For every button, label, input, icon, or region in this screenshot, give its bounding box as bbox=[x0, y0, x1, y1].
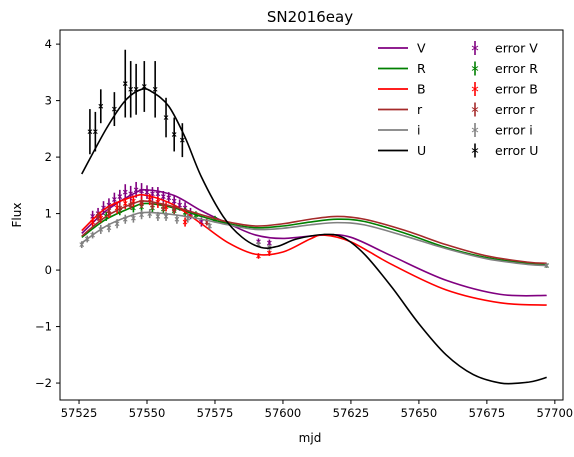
y-axis-label: Flux bbox=[10, 203, 24, 228]
x-tick-label: 57625 bbox=[333, 406, 370, 420]
data-point-U bbox=[87, 129, 93, 135]
data-point-V bbox=[150, 191, 155, 197]
legend-error-label-U: error U bbox=[495, 143, 538, 158]
x-tick-label: 57650 bbox=[401, 406, 438, 420]
data-point-r bbox=[106, 208, 112, 214]
x-tick-label: 57575 bbox=[197, 406, 234, 420]
data-point-U bbox=[98, 103, 104, 109]
y-tick-label: −1 bbox=[35, 320, 52, 334]
chart-title: SN2016eay bbox=[267, 8, 353, 26]
legend-label-R: R bbox=[417, 61, 426, 76]
data-point-i bbox=[131, 215, 136, 221]
fit-line-V bbox=[81, 189, 547, 297]
legend-error-marker-U bbox=[471, 148, 479, 153]
legend-error-label-r: error r bbox=[495, 102, 535, 117]
x-tick-label: 57600 bbox=[265, 406, 302, 420]
legend-label-U: U bbox=[417, 143, 426, 158]
fit-line-U bbox=[81, 87, 547, 385]
data-point-V bbox=[155, 191, 161, 197]
data-point-U bbox=[163, 115, 169, 120]
y-tick-label: 1 bbox=[45, 207, 52, 221]
data-point-i bbox=[79, 242, 85, 248]
data-point-V bbox=[160, 194, 166, 199]
y-tick-label: 3 bbox=[45, 94, 52, 108]
data-point-U bbox=[152, 86, 158, 92]
data-point-r bbox=[95, 214, 101, 219]
data-point-U bbox=[92, 129, 98, 135]
data-point-i bbox=[174, 216, 180, 222]
legend-label-B: B bbox=[417, 82, 426, 97]
fit-line-i bbox=[81, 211, 547, 267]
data-point-U bbox=[171, 132, 177, 137]
legend-error-marker-i bbox=[471, 127, 479, 133]
data-point-V bbox=[117, 194, 123, 199]
data-point-i bbox=[207, 223, 212, 229]
data-point-i bbox=[155, 214, 161, 219]
data-point-i bbox=[114, 221, 120, 227]
fit-line-r bbox=[81, 200, 547, 265]
data-point-V bbox=[177, 202, 182, 208]
data-point-U bbox=[128, 86, 134, 92]
x-tick-label: 57550 bbox=[129, 406, 166, 420]
series-layer bbox=[79, 49, 550, 385]
legend-error-marker-r bbox=[471, 107, 479, 112]
data-point-i bbox=[163, 214, 169, 219]
y-tick-label: 4 bbox=[45, 37, 52, 51]
data-point-U bbox=[179, 137, 185, 143]
legend-error-label-B: error B bbox=[495, 82, 538, 97]
data-point-B bbox=[122, 201, 128, 206]
legend-label-i: i bbox=[417, 123, 420, 138]
series-r-group bbox=[81, 198, 547, 265]
x-tick-label: 57525 bbox=[61, 406, 98, 420]
x-tick-label: 57675 bbox=[469, 406, 506, 420]
x-axis-label: mjd bbox=[299, 431, 322, 445]
legend-label-V: V bbox=[417, 41, 426, 56]
y-tick-label: −2 bbox=[35, 376, 52, 390]
legend-label-r: r bbox=[417, 102, 423, 117]
legend-error-marker-V bbox=[471, 45, 479, 51]
data-point-r bbox=[160, 204, 166, 210]
data-point-V bbox=[144, 189, 150, 195]
x-tick-label: 57700 bbox=[537, 406, 574, 420]
series-B-group bbox=[81, 193, 547, 306]
data-point-r bbox=[150, 202, 155, 208]
axes-layer: 57525 57550 57575 57600 57625 57650 57675 57700… bbox=[35, 29, 574, 420]
y-tick-label: 0 bbox=[45, 263, 52, 277]
fit-line-B bbox=[81, 193, 547, 306]
legend-error-label-i: error i bbox=[495, 123, 533, 138]
series-V-group bbox=[81, 181, 547, 297]
data-point-U bbox=[122, 81, 128, 87]
data-point-U bbox=[141, 84, 147, 89]
data-point-U bbox=[112, 106, 117, 112]
data-point-r bbox=[139, 201, 144, 206]
series-U-group bbox=[81, 49, 547, 385]
legend-error-label-V: error V bbox=[495, 41, 538, 56]
y-tick-label: 2 bbox=[45, 150, 52, 164]
data-point-B bbox=[182, 219, 188, 225]
data-point-i bbox=[106, 225, 112, 231]
legend-error-marker-B bbox=[471, 86, 479, 92]
legend-error-marker-R bbox=[471, 66, 479, 71]
data-point-V bbox=[171, 198, 177, 204]
data-point-V bbox=[267, 240, 272, 246]
plot-frame bbox=[59, 29, 564, 401]
data-point-V bbox=[112, 197, 117, 202]
data-point-V bbox=[122, 189, 128, 195]
legend-error-label-R: error R bbox=[495, 61, 538, 76]
data-point-V bbox=[166, 195, 172, 201]
